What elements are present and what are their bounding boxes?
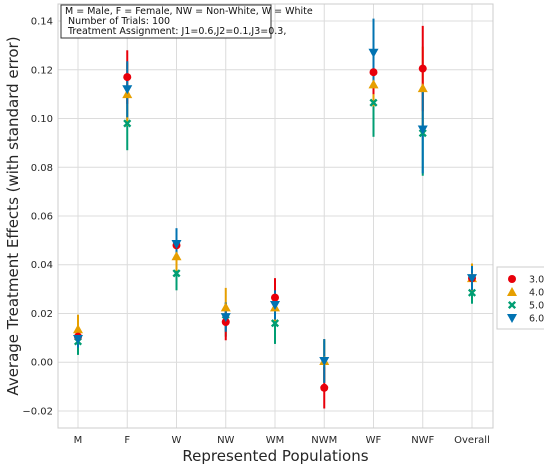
- x-tick-label: WM: [266, 435, 285, 446]
- data-point-6.0: [270, 300, 280, 310]
- legend-label-3.0: 3.0: [529, 275, 544, 286]
- data-point-4.0: [417, 83, 428, 93]
- data-point-6.0: [467, 274, 477, 284]
- data-point-6.0: [171, 240, 182, 250]
- annotation-line-2: Number of Trials: 100: [65, 16, 170, 27]
- x-tick-label: F: [124, 435, 130, 446]
- annotation-frame: [60, 4, 272, 39]
- data-point-3.0: [123, 73, 132, 82]
- data-point-4.0: [73, 324, 83, 334]
- legend-label-5.0: 5.0: [529, 301, 544, 312]
- x-tick-label: WF: [366, 435, 382, 446]
- data-point-4.0: [368, 79, 379, 89]
- legend-marker-5.0: [507, 300, 517, 310]
- data-point-5.0: [172, 269, 181, 278]
- legend-frame: [496, 266, 544, 330]
- legend-marker-6.0: [507, 314, 517, 323]
- x-tick-label: NWF: [411, 435, 434, 446]
- y-tick-label: 0.04: [31, 260, 53, 271]
- data-point-5.0: [123, 119, 132, 128]
- legend-label-4.0: 4.0: [529, 288, 544, 299]
- annotation-line-3: Treatment Assignment: J1=0.6,J2=0.1,J3=0…: [65, 26, 286, 37]
- legend-marker-3.0: [508, 275, 516, 283]
- data-point-6.0: [73, 335, 83, 345]
- data-point-6.0: [417, 125, 428, 135]
- y-tick-label: 0.08: [31, 163, 53, 174]
- data-point-3.0: [369, 68, 378, 77]
- y-tick-labels: −0.02 0.00 0.02 0.04 0.06 0.08 0.10 0.12 0.14: [22, 17, 53, 418]
- data-markers: [73, 48, 477, 392]
- legend-label-6.0: 6.0: [529, 314, 544, 325]
- y-tick-label: 0.14: [31, 17, 53, 28]
- y-axis-label: Average Treatment Effects (with standard…: [4, 36, 22, 395]
- x-axis-label: Represented Populations: [182, 447, 368, 465]
- legend: 3.0 4.0 5.0 6.0: [496, 266, 544, 330]
- legend-marker-4.0: [507, 287, 517, 296]
- data-point-3.0: [271, 293, 279, 302]
- x-tick-label: NW: [217, 435, 234, 446]
- data-point-5.0: [270, 319, 280, 328]
- y-tick-label: 0.02: [31, 309, 53, 320]
- data-point-6.0: [220, 313, 231, 323]
- y-tick-label: 0.06: [31, 212, 53, 223]
- data-point-6.0: [122, 85, 133, 95]
- x-tick-label: W: [172, 435, 182, 446]
- annotation-box: M = Male, F = Female, NW = Non-White, W …: [60, 4, 313, 39]
- data-point-5.0: [467, 288, 477, 297]
- plot-frame: [57, 3, 494, 429]
- y-tick-label: −0.02: [22, 406, 53, 417]
- x-tick-labels: M F W NW WM NWM WF NWF Overall: [74, 435, 490, 446]
- y-tick-label: 0.10: [31, 114, 53, 125]
- y-tick-label: 0.00: [31, 358, 53, 369]
- data-point-6.0: [368, 48, 379, 58]
- data-point-4.0: [171, 251, 182, 261]
- data-point-5.0: [369, 98, 378, 107]
- annotation-line-1: M = Male, F = Female, NW = Non-White, W …: [65, 6, 313, 17]
- x-tick-label: Overall: [454, 435, 490, 446]
- data-point-3.0: [320, 383, 329, 392]
- data-point-6.0: [319, 356, 330, 366]
- x-tick-label: NWM: [311, 435, 337, 446]
- data-point-3.0: [418, 64, 427, 73]
- x-tick-label: M: [74, 435, 83, 446]
- y-tick-label: 0.12: [31, 65, 53, 76]
- data-point-4.0: [220, 302, 231, 312]
